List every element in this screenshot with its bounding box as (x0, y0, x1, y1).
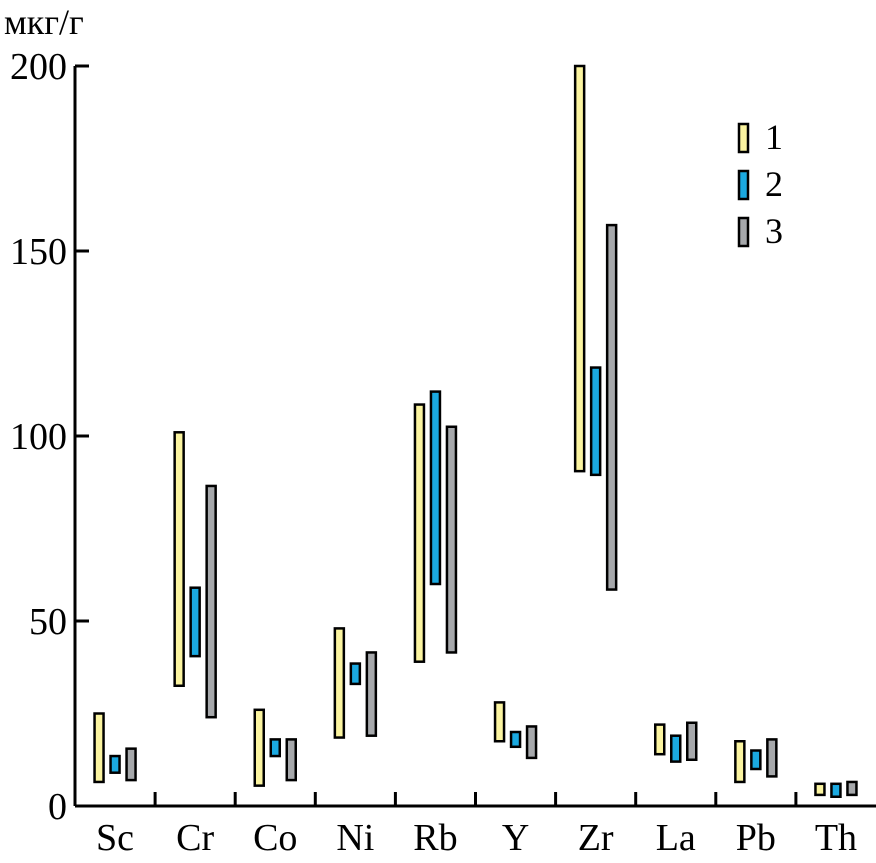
axes (73, 66, 876, 808)
y-tick-label: 0 (48, 786, 67, 828)
range-bar-La-series-2 (670, 734, 682, 763)
range-bar-Th-series-3 (846, 780, 858, 797)
range-bar-Rb-series-3 (445, 425, 458, 654)
category-label: Sc (96, 817, 134, 859)
range-bar-Y-series-3 (525, 725, 538, 760)
category-label: Pb (736, 817, 776, 859)
category-label: La (656, 817, 696, 859)
range-bar-Sc-series-3 (125, 747, 137, 782)
category-label: Zr (578, 817, 614, 859)
y-ticks: 0 50 100 150 200 (10, 46, 89, 828)
category-label: Cr (176, 817, 214, 859)
category-label: Ni (336, 817, 374, 859)
range-bar-La-series-3 (686, 721, 698, 761)
range-bar-Zr-series-3 (605, 223, 618, 591)
y-tick-label: 200 (10, 46, 67, 88)
range-bar-Ni-series-3 (365, 651, 378, 737)
category-label: Th (815, 817, 857, 859)
legend: 1 2 3 (737, 117, 783, 251)
range-bar-Th-series-2 (830, 782, 842, 798)
range-bar-Rb-series-2 (429, 390, 442, 586)
legend-swatch-2 (737, 169, 750, 201)
range-bar-Pb-series-1 (734, 740, 746, 784)
category-label: Co (253, 817, 297, 859)
category-label: Rb (413, 817, 457, 859)
range-bar-Pb-series-3 (766, 738, 778, 778)
range-bar-Sc-series-1 (93, 712, 105, 784)
range-bar-Cr-series-3 (205, 484, 217, 719)
range-bar-Cr-series-2 (189, 586, 201, 658)
range-bar-Th-series-1 (814, 782, 826, 797)
legend-swatch-1 (737, 122, 750, 154)
range-bar-Co-series-2 (269, 738, 281, 758)
legend-swatch-3 (737, 216, 750, 248)
range-bar-Y-series-1 (493, 701, 506, 743)
y-tick-label: 150 (10, 231, 67, 273)
category-labels: Sc Cr Co Ni Rb Y Zr La Pb Th (96, 817, 857, 859)
category-label: Y (502, 817, 529, 859)
range-bar-Ni-series-2 (349, 662, 362, 686)
range-bar-Zr-series-1 (573, 64, 586, 473)
y-tick-label: 50 (29, 601, 67, 643)
legend-label-1: 1 (765, 117, 783, 157)
x-separators (153, 792, 798, 806)
range-bar-Co-series-1 (253, 708, 265, 787)
bars (93, 64, 858, 798)
range-bar-Cr-series-1 (173, 431, 185, 687)
range-bar-Co-series-3 (285, 738, 297, 782)
range-bar-Rb-series-1 (413, 403, 426, 663)
legend-label-2: 2 (765, 164, 783, 204)
legend-label-3: 3 (765, 211, 783, 251)
y-unit-label: мкг/г (4, 2, 84, 42)
range-bar-Y-series-2 (509, 730, 522, 749)
range-bar-Zr-series-2 (589, 366, 602, 477)
range-bar-Sc-series-2 (109, 754, 121, 774)
y-tick-label: 100 (10, 416, 67, 458)
range-bar-La-series-1 (654, 723, 666, 756)
range-bar-Pb-series-2 (750, 749, 762, 771)
range-bar-Ni-series-1 (333, 627, 346, 739)
